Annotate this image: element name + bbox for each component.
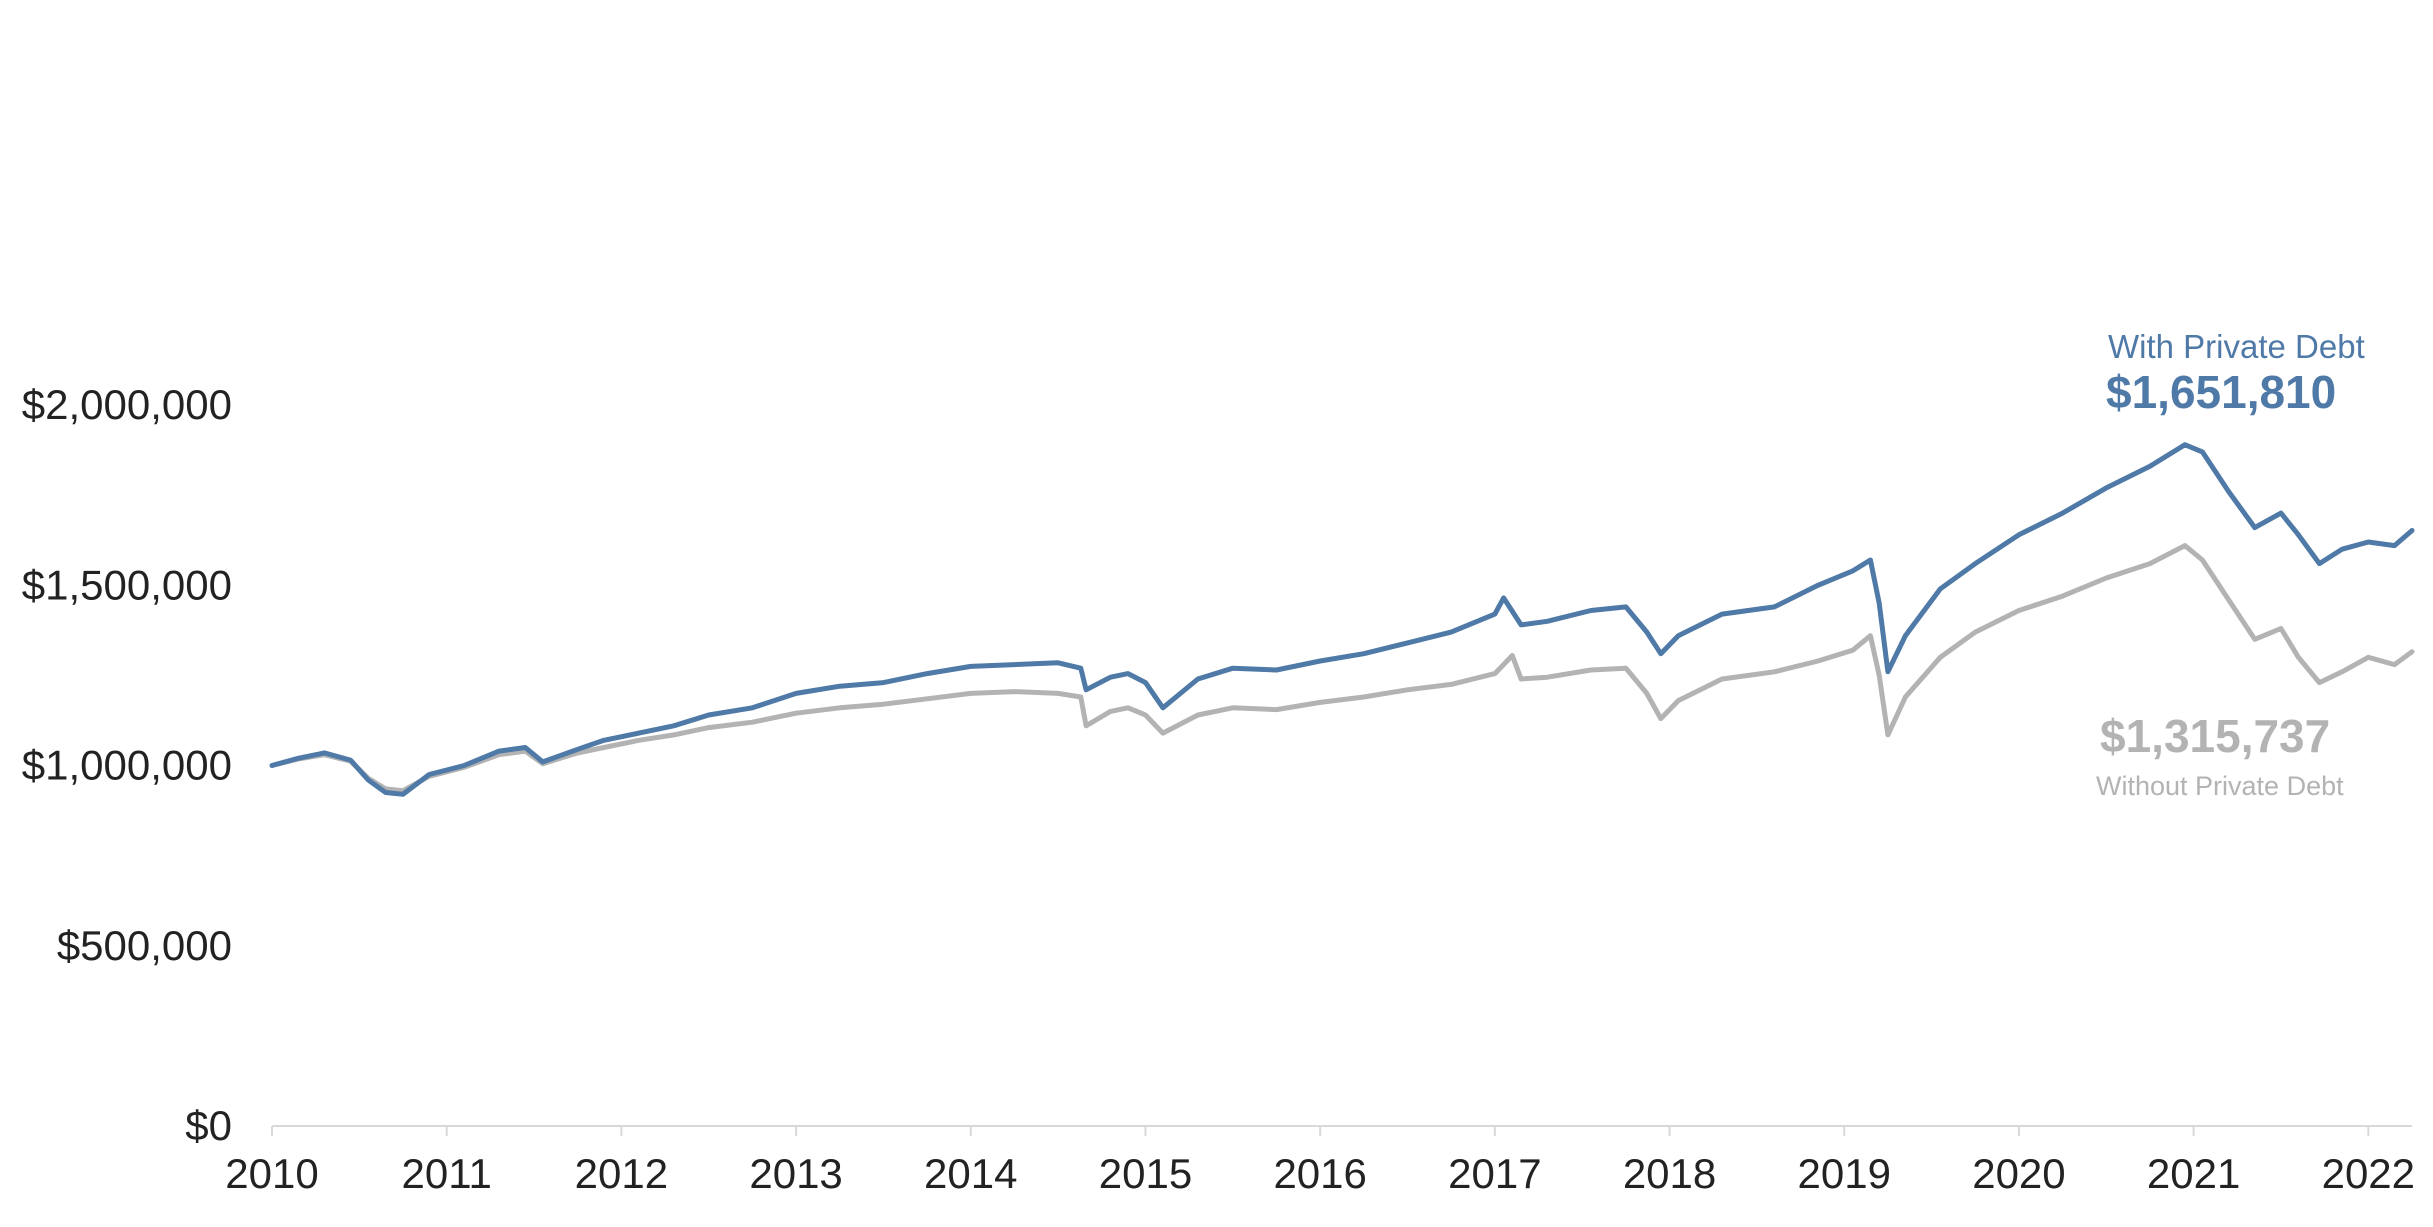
x-tick-label: 2020 — [1972, 1150, 2065, 1197]
y-tick-label: $0 — [185, 1102, 232, 1149]
y-tick-label: $2,000,000 — [22, 381, 232, 428]
series-label-without-private-debt: Without Private Debt — [2096, 771, 2344, 801]
x-tick-label: 2019 — [1798, 1150, 1891, 1197]
series-line-with-private-debt — [269, 442, 2415, 797]
y-tick-label: $500,000 — [57, 922, 232, 969]
x-tick-label: 2010 — [225, 1150, 318, 1197]
series-lines — [269, 442, 2415, 797]
x-tick-label: 2017 — [1448, 1150, 1541, 1197]
x-tick-label: 2021 — [2147, 1150, 2240, 1197]
end-value-without-private-debt: $1,315,737 — [2100, 710, 2330, 762]
x-tick-label: 2014 — [924, 1150, 1017, 1197]
x-tick-label: 2012 — [575, 1150, 668, 1197]
y-tick-label: $1,000,000 — [22, 742, 232, 789]
series-line-without-private-debt — [269, 543, 2415, 794]
x-tick-label: 2018 — [1623, 1150, 1716, 1197]
x-axis-ticks: 2010 2011 2012 2013 2014 2015 2016 2017 2018 2019… — [225, 1126, 2415, 1197]
x-tick-label: 2013 — [749, 1150, 842, 1197]
x-tick-label: 2015 — [1099, 1150, 1192, 1197]
y-tick-label: $1,500,000 — [22, 561, 232, 608]
end-value-with-private-debt: $1,651,810 — [2106, 366, 2336, 418]
x-tick-label: 2011 — [402, 1150, 492, 1197]
x-tick-label: 2016 — [1273, 1150, 1366, 1197]
y-axis-ticks: $0 $500,000 $1,000,000 $1,500,000 $2,000,000 — [22, 381, 232, 1149]
series-label-with-private-debt: With Private Debt — [2108, 328, 2365, 365]
x-tick-label: 2022 — [2322, 1150, 2415, 1197]
